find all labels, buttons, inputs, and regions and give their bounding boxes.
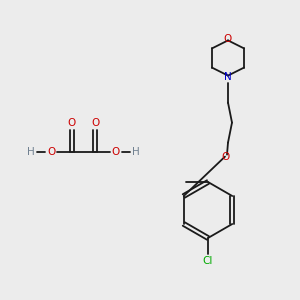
Text: O: O [47, 147, 55, 157]
Text: H: H [132, 147, 140, 157]
Text: H: H [27, 147, 35, 157]
Text: N: N [224, 72, 232, 82]
Text: O: O [224, 34, 232, 44]
Text: O: O [91, 118, 99, 128]
Text: O: O [221, 152, 229, 162]
Text: Cl: Cl [203, 256, 213, 266]
Text: O: O [68, 118, 76, 128]
Text: O: O [112, 147, 120, 157]
